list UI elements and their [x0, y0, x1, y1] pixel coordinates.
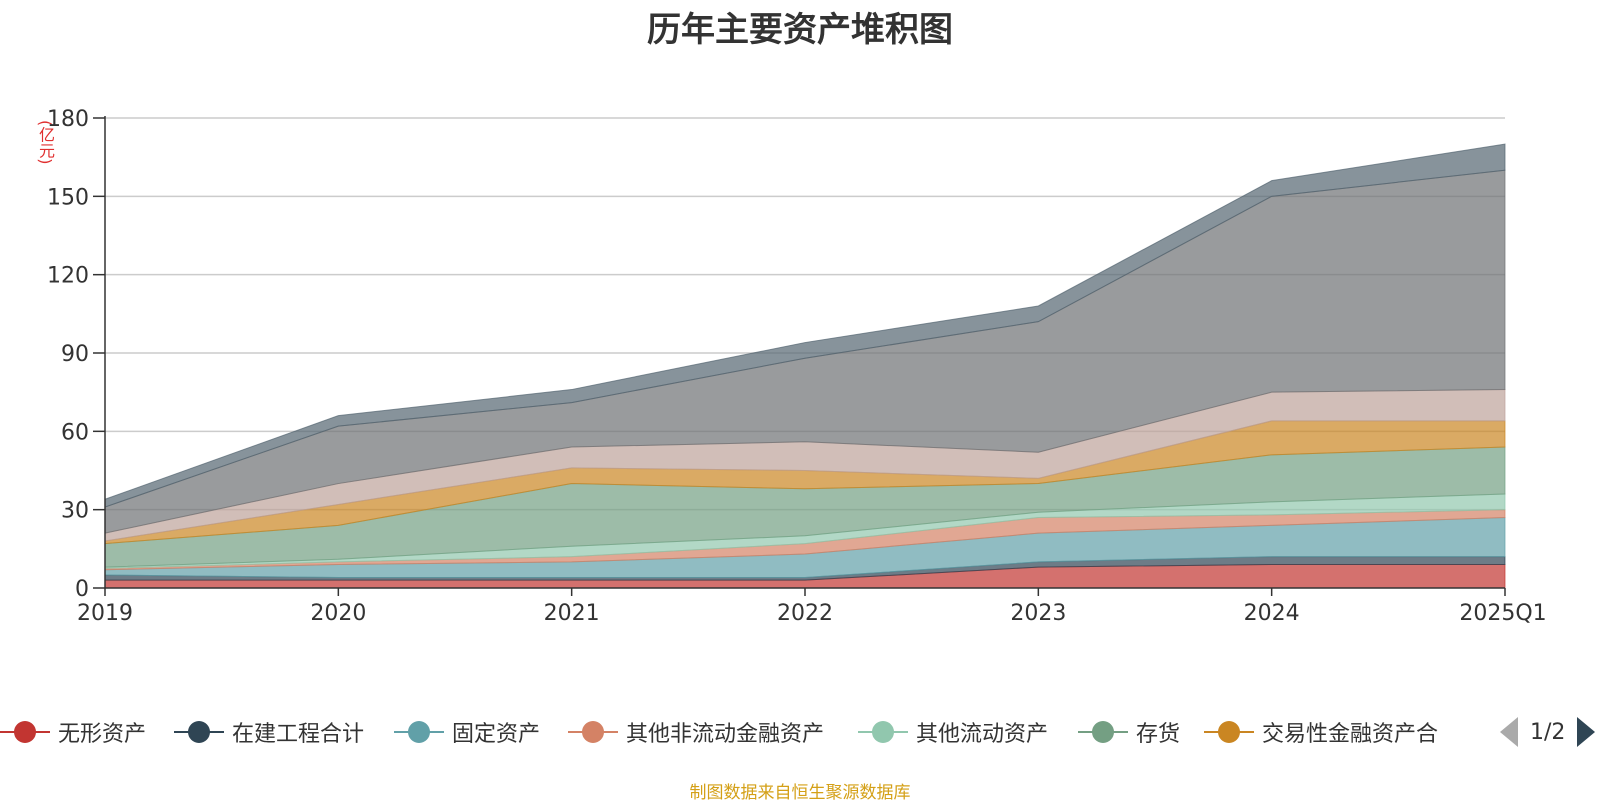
legend: 无形资产 在建工程合计 固定资产 其他非流动金融资产 其他流动资产 存货 交易性…: [0, 712, 1600, 752]
y-tick-label: 30: [61, 499, 89, 524]
area-series: [104, 143, 1506, 589]
chart-title: 历年主要资产堆积图: [647, 10, 953, 50]
y-tick-label: 180: [47, 107, 89, 132]
x-tick-label: 2025Q1: [1459, 601, 1546, 626]
x-tick-label: 2019: [77, 601, 133, 626]
legend-label: 存货: [1136, 722, 1181, 747]
x-tick-label: 2024: [1244, 601, 1300, 626]
legend-page-indicator: 1/2: [1530, 719, 1566, 745]
area-series-9[interactable]: [104, 143, 1506, 508]
legend-item-3[interactable]: 其他非流动金融资产: [568, 712, 824, 752]
legend-swatch-icon: [568, 712, 618, 752]
legend-prev-arrow-icon[interactable]: [1500, 717, 1518, 747]
legend-swatch-icon: [174, 712, 224, 752]
legend-pager: 1/2: [1500, 712, 1596, 752]
legend-item-2[interactable]: 固定资产: [394, 712, 540, 752]
axes: 0 30 60 90 120 150 180 2019 2020 2021 2022 2023 2024…: [47, 107, 1547, 626]
legend-label: 交易性金融资产合: [1262, 722, 1439, 747]
legend-label: 其他流动资产: [916, 722, 1049, 747]
legend-item-4[interactable]: 其他流动资产: [858, 712, 1048, 752]
legend-label: 无形资产: [58, 722, 147, 747]
legend-swatch-icon: [1204, 712, 1254, 752]
source-note: 制图数据来自恒生聚源数据库: [689, 783, 911, 803]
x-tick-label: 2020: [310, 601, 366, 626]
legend-swatch-icon: [0, 712, 50, 752]
y-tick-label: 0: [75, 577, 89, 602]
y-tick-label: 60: [61, 420, 89, 445]
legend-next-arrow-icon[interactable]: [1577, 717, 1596, 747]
legend-item-6[interactable]: 交易性金融资产合: [1204, 712, 1438, 752]
legend-item-0[interactable]: 无形资产: [0, 712, 146, 752]
x-tick-label: 2023: [1010, 601, 1066, 626]
y-tick-label: 150: [47, 185, 89, 210]
legend-item-1[interactable]: 在建工程合计: [174, 712, 364, 752]
legend-swatch-icon: [1078, 712, 1128, 752]
legend-swatch-icon: [858, 712, 908, 752]
x-tick-label: 2021: [544, 601, 600, 626]
legend-label: 固定资产: [452, 722, 541, 747]
legend-swatch-icon: [394, 712, 444, 752]
y-tick-label: 90: [61, 342, 89, 367]
legend-label: 在建工程合计: [232, 722, 365, 747]
legend-item-5[interactable]: 存货: [1078, 712, 1180, 752]
y-axis-unit: (亿元): [36, 120, 55, 165]
legend-label: 其他非流动金融资产: [626, 722, 825, 747]
x-tick-label: 2022: [777, 601, 833, 626]
y-tick-label: 120: [47, 264, 89, 289]
